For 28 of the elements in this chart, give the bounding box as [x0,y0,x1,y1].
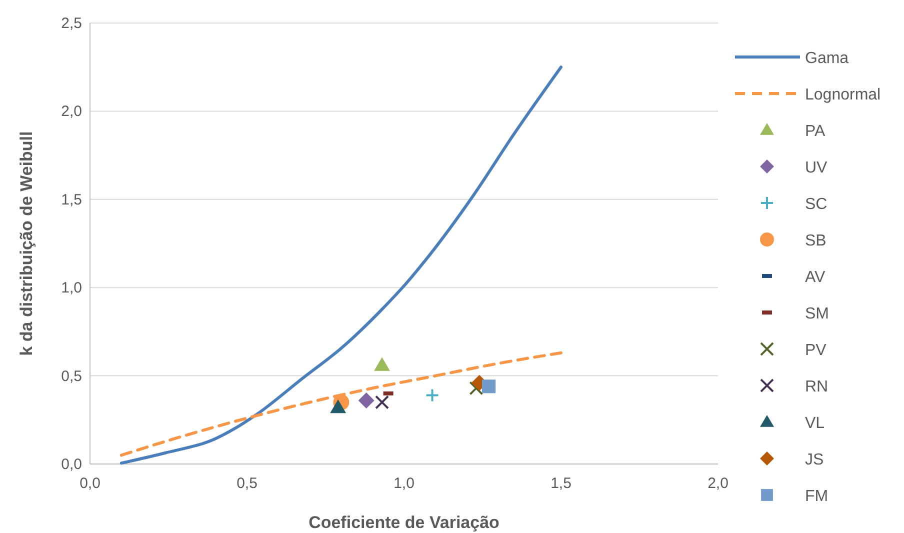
line-series [120,66,562,465]
legend-label: PA [805,123,826,140]
legend-label: JS [805,452,824,468]
legend-label: FM [805,488,828,505]
y-tick-label: 0,0 [61,456,82,473]
x-tick-label: 1,0 [394,475,414,492]
x-tick-label: 0,5 [236,475,258,492]
x-axis-title: Coeficiente de Variação [308,513,500,532]
legend-label: SM [805,306,829,322]
legend-label: UV [805,160,828,176]
legend-label: RN [805,378,828,396]
legend-label: SB [805,232,826,250]
y-tick-label: 0,5 [61,368,82,385]
legend-label: AV [805,269,826,286]
y-axis-title: k da distribuição de Weibull [17,131,36,356]
legend-label: VL [805,415,825,432]
legend-label: SC [805,196,828,213]
line-series [120,351,562,457]
x-tick-label: 0,0 [80,475,100,492]
legend-label: Gama [805,50,849,67]
y-tick-label: 1,0 [61,280,82,297]
y-tick-label: 2,5 [61,15,82,32]
legend-label: PV [805,342,827,359]
y-tick-label: 2,0 [61,103,82,120]
y-tick-label: 1,5 [61,191,82,208]
legend-label: Lognormal [805,86,881,104]
x-tick-label: 2,0 [708,475,728,492]
x-tick-label: 1,5 [550,475,572,492]
